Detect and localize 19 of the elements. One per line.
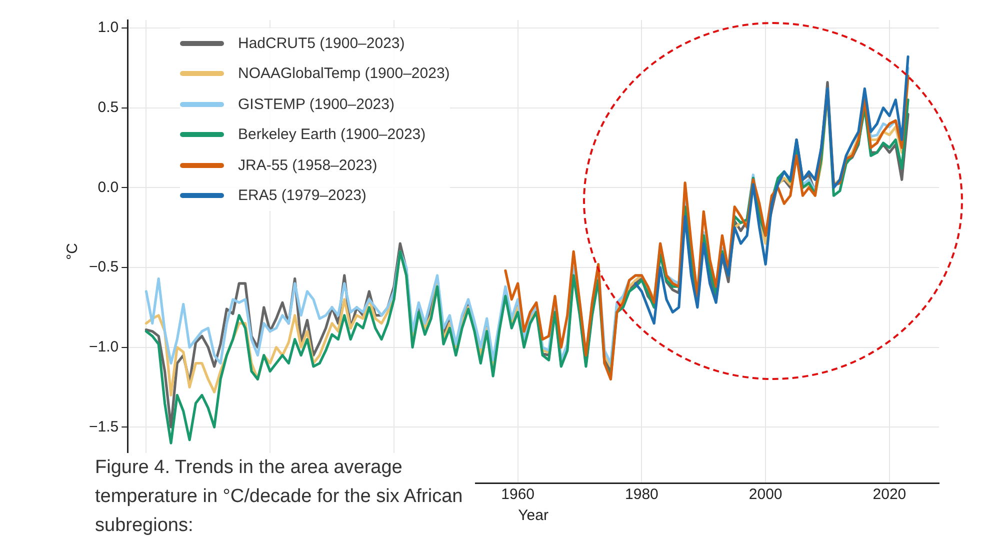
- x-axis-title: Year: [518, 507, 548, 524]
- y-tick-label: 0.0: [98, 178, 119, 196]
- y-tick-label: 0.5: [98, 98, 119, 116]
- y-axis-title: °C: [64, 242, 82, 260]
- annotation: Figure 4. Trends in the area average temperature in °C/decade for the six African subregions:: [95, 453, 475, 537]
- x-tick-label: 2020: [872, 486, 906, 504]
- legend-label: JRA-55 (1958–2023): [238, 156, 378, 174]
- legend-label: HadCRUT5 (1900–2023): [238, 34, 405, 52]
- legend-label: GISTEMP (1900–2023): [238, 96, 394, 113]
- y-tick-label: −1.5: [88, 418, 119, 436]
- x-tick-label: 1960: [501, 486, 535, 504]
- legend-label: ERA5 (1979–2023): [238, 187, 366, 204]
- y-tick-label: −0.5: [88, 258, 119, 276]
- y-tick-label: −1.0: [88, 338, 119, 356]
- legend-label: NOAAGlobalTemp (1900–2023): [238, 65, 450, 82]
- x-tick-label: 1980: [625, 486, 658, 504]
- legend-label: Berkeley Earth (1900–2023): [238, 126, 426, 144]
- x-tick-label: 2000: [748, 486, 782, 504]
- y-tick-label: 1.0: [98, 19, 119, 36]
